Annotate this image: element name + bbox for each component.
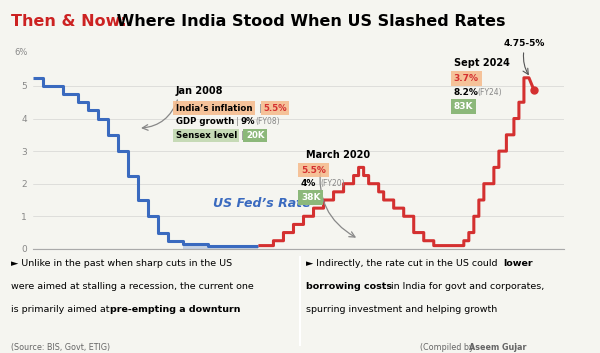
Text: 9%: 9% xyxy=(241,117,256,126)
Text: 3.7%: 3.7% xyxy=(454,74,479,83)
Text: India’s inflation: India’s inflation xyxy=(176,103,252,113)
Text: Where India Stood When US Slashed Rates: Where India Stood When US Slashed Rates xyxy=(111,14,505,29)
Text: Sensex level: Sensex level xyxy=(176,131,237,140)
Text: Jan 2008: Jan 2008 xyxy=(176,86,223,96)
Text: GDP growth: GDP growth xyxy=(176,117,234,126)
Text: 20K: 20K xyxy=(246,131,265,140)
Text: (Compiled by: (Compiled by xyxy=(420,342,476,352)
Text: spurring investment and helping growth: spurring investment and helping growth xyxy=(306,305,497,314)
Text: were aimed at stalling a recession, the current one: were aimed at stalling a recession, the … xyxy=(11,282,254,291)
Text: (FY24): (FY24) xyxy=(478,88,502,97)
Text: |: | xyxy=(241,131,244,140)
Text: 4%: 4% xyxy=(301,179,316,188)
Text: 83K: 83K xyxy=(454,102,473,110)
Text: borrowing costs: borrowing costs xyxy=(306,282,392,291)
Text: Sept 2024: Sept 2024 xyxy=(454,58,509,68)
Text: US Fed’s Rate: US Fed’s Rate xyxy=(214,197,311,209)
Text: Aseem Gujar: Aseem Gujar xyxy=(469,342,527,352)
Text: is primarily aimed at: is primarily aimed at xyxy=(11,305,112,314)
Text: ► Indirectly, the rate cut in the US could: ► Indirectly, the rate cut in the US cou… xyxy=(306,259,500,268)
Text: March 2020: March 2020 xyxy=(306,150,370,160)
Text: pre-empting a downturn: pre-empting a downturn xyxy=(110,305,240,314)
Text: ): ) xyxy=(513,342,516,352)
Text: lower: lower xyxy=(503,259,532,268)
Text: 38K: 38K xyxy=(301,193,320,202)
Text: 4.75-5%: 4.75-5% xyxy=(504,39,545,48)
Text: Then & Now:: Then & Now: xyxy=(11,14,127,29)
Text: (FY08): (FY08) xyxy=(255,117,280,126)
Text: 8.2%: 8.2% xyxy=(454,88,479,97)
Text: 6%: 6% xyxy=(14,48,28,58)
Text: (Source: BIS, Govt, ETIG): (Source: BIS, Govt, ETIG) xyxy=(11,342,110,352)
Text: in India for govt and corporates,: in India for govt and corporates, xyxy=(388,282,544,291)
Text: ► Unlike in the past when sharp cuts in the US: ► Unlike in the past when sharp cuts in … xyxy=(11,259,232,268)
Text: 5.5%: 5.5% xyxy=(301,166,326,174)
Text: |: | xyxy=(259,103,262,113)
Text: 5.5%: 5.5% xyxy=(263,103,287,113)
Text: (FY20): (FY20) xyxy=(320,179,344,188)
Text: |: | xyxy=(236,117,239,126)
